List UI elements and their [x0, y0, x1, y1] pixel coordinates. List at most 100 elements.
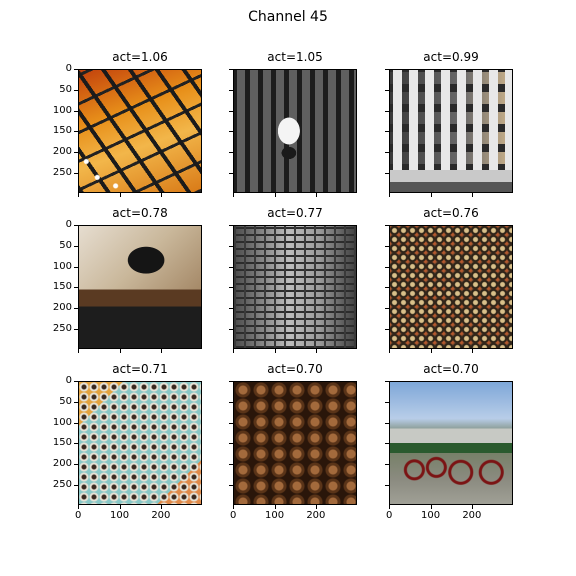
- metal-grid-image: [233, 225, 357, 349]
- x-tick: [233, 349, 235, 353]
- x-tick: [119, 349, 121, 353]
- y-tick: [229, 266, 233, 268]
- image-panel-4: act=0.78 0 50 100 150 200 250: [53, 206, 202, 353]
- y-tick-label: 0: [65, 63, 72, 75]
- wagon-image: [389, 381, 513, 505]
- y-tick-label: 150: [52, 281, 72, 293]
- y-tick: [229, 110, 233, 112]
- panel-title: act=0.99: [423, 50, 479, 64]
- x-tick: [233, 193, 235, 197]
- y-tick-label: 200: [52, 145, 72, 157]
- x-tick: [430, 193, 432, 197]
- panel-title: act=1.05: [267, 50, 323, 64]
- y-tick: [229, 328, 233, 330]
- y-tick: [74, 443, 78, 445]
- y-tick: [229, 307, 233, 309]
- y-tick-label: 0: [65, 375, 72, 387]
- sewing-machine-image: [78, 225, 202, 349]
- panel-title: act=0.71: [112, 362, 168, 376]
- x-tick-label: 200: [306, 510, 326, 521]
- x-tick: [119, 505, 121, 509]
- y-tick: [229, 443, 233, 445]
- y-tick: [229, 463, 233, 465]
- image-panel-3: act=0.99: [385, 50, 513, 197]
- figure-title: Channel 45: [248, 9, 328, 25]
- x-tick: [274, 505, 276, 509]
- y-tick: [385, 69, 389, 71]
- y-tick: [229, 245, 233, 247]
- y-tick-label: 50: [59, 83, 72, 95]
- y-tick: [74, 110, 78, 112]
- y-tick-label: 150: [52, 125, 72, 137]
- x-tick-label: 200: [462, 510, 482, 521]
- y-tick: [385, 484, 389, 486]
- panel-title: act=0.77: [267, 206, 323, 220]
- y-tick: [74, 151, 78, 153]
- y-tick-label: 200: [52, 457, 72, 469]
- y-tick: [74, 266, 78, 268]
- y-tick: [229, 151, 233, 153]
- x-tick: [160, 505, 162, 509]
- panel-title: act=0.70: [423, 362, 479, 376]
- image-panel-2: act=1.05: [229, 50, 357, 197]
- image-panel-8: act=0.70 0 100 200: [229, 362, 357, 521]
- y-tick: [74, 422, 78, 424]
- y-tick: [74, 245, 78, 247]
- x-tick: [78, 505, 80, 509]
- y-tick: [385, 131, 389, 133]
- y-tick: [229, 381, 233, 383]
- mint-typewriter-image: [78, 381, 202, 505]
- x-tick: [233, 505, 235, 509]
- y-tick: [229, 287, 233, 289]
- y-tick: [74, 484, 78, 486]
- x-tick: [315, 193, 317, 197]
- x-tick: [315, 349, 317, 353]
- image-panel-5: act=0.77: [229, 206, 357, 353]
- panda-keyboard-image: [233, 69, 357, 193]
- x-tick: [471, 505, 473, 509]
- y-tick: [385, 151, 389, 153]
- x-tick: [430, 505, 432, 509]
- x-tick: [78, 349, 80, 353]
- y-tick: [229, 89, 233, 91]
- y-tick-label: 0: [65, 219, 72, 231]
- y-tick: [74, 463, 78, 465]
- image-panel-7: act=0.71 0 50 100 150 200 250 0 100 200: [53, 362, 202, 521]
- firewood-logs-image: [233, 381, 357, 505]
- y-tick: [74, 172, 78, 174]
- y-tick: [74, 131, 78, 133]
- y-tick: [385, 422, 389, 424]
- panel-title: act=1.06: [112, 50, 168, 64]
- y-tick: [385, 287, 389, 289]
- x-tick: [471, 349, 473, 353]
- butterfly-wing-image: [78, 69, 202, 193]
- x-tick: [78, 193, 80, 197]
- x-tick: [160, 193, 162, 197]
- y-tick-label: 50: [59, 395, 72, 407]
- y-tick: [74, 307, 78, 309]
- y-tick: [385, 463, 389, 465]
- x-tick-label: 0: [230, 510, 237, 521]
- y-tick: [74, 225, 78, 227]
- y-tick: [74, 89, 78, 91]
- y-tick: [385, 110, 389, 112]
- y-tick: [229, 422, 233, 424]
- x-tick: [389, 505, 391, 509]
- x-tick-label: 0: [386, 510, 393, 521]
- y-tick-label: 100: [52, 260, 72, 272]
- y-tick: [385, 172, 389, 174]
- y-tick: [385, 89, 389, 91]
- image-panel-1: act=1.06 0 50 100 150 200 250: [53, 50, 202, 197]
- y-tick: [385, 307, 389, 309]
- x-tick: [160, 349, 162, 353]
- x-tick-label: 100: [109, 510, 130, 521]
- y-tick: [74, 287, 78, 289]
- y-tick: [74, 328, 78, 330]
- panel-title: act=0.70: [267, 362, 323, 376]
- typewriter-keys-image: [389, 69, 513, 193]
- y-tick-label: 100: [52, 416, 72, 428]
- panel-title: act=0.76: [423, 206, 479, 220]
- y-tick: [229, 225, 233, 227]
- x-tick: [389, 349, 391, 353]
- y-tick-label: 100: [52, 104, 72, 116]
